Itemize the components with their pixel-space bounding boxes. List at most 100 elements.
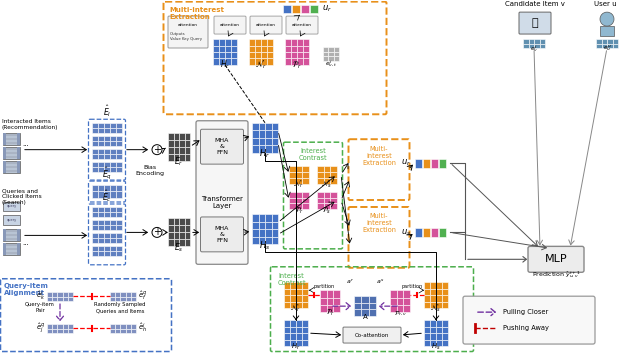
Bar: [52, 297, 58, 301]
Bar: [324, 166, 330, 172]
Bar: [436, 295, 442, 302]
Bar: [116, 128, 122, 133]
Bar: [92, 184, 98, 191]
Bar: [98, 246, 104, 251]
Bar: [3, 161, 20, 173]
Bar: [296, 282, 302, 289]
Text: Multi-
interest
Extraction: Multi- interest Extraction: [362, 146, 396, 166]
Bar: [120, 297, 125, 301]
Bar: [296, 178, 302, 184]
Bar: [3, 147, 20, 159]
Bar: [115, 292, 120, 297]
Bar: [436, 320, 442, 326]
Bar: [110, 292, 115, 297]
Bar: [252, 123, 259, 130]
Text: MHA
&
FFN: MHA & FFN: [215, 226, 229, 243]
Bar: [267, 52, 273, 58]
Text: $H_r$: $H_r$: [259, 148, 271, 160]
Bar: [110, 208, 116, 213]
Text: $\mathcal{P}_r$: $\mathcal{P}_r$: [292, 60, 302, 72]
Text: +: +: [153, 145, 161, 155]
Bar: [179, 154, 184, 161]
Bar: [297, 52, 303, 58]
Bar: [173, 225, 179, 232]
Text: +: +: [153, 227, 161, 237]
Text: $E_r$: $E_r$: [174, 156, 184, 168]
Bar: [125, 297, 131, 301]
Bar: [596, 39, 602, 43]
Bar: [104, 208, 110, 213]
Bar: [320, 290, 326, 298]
Text: MHA
&
FFN: MHA & FFN: [215, 138, 229, 155]
Bar: [98, 184, 104, 191]
Bar: [3, 133, 20, 145]
Bar: [333, 47, 339, 52]
Bar: [92, 167, 98, 172]
Text: Pushing Away: Pushing Away: [503, 325, 549, 331]
Bar: [131, 292, 136, 297]
Bar: [442, 340, 448, 346]
Bar: [430, 289, 436, 295]
Text: 🖥: 🖥: [532, 18, 538, 28]
Bar: [104, 251, 110, 256]
Bar: [430, 340, 436, 346]
Bar: [430, 302, 436, 308]
Bar: [323, 56, 328, 61]
Bar: [184, 225, 190, 232]
Bar: [430, 320, 436, 326]
Bar: [284, 289, 290, 295]
Bar: [523, 43, 529, 48]
Bar: [225, 52, 231, 58]
Bar: [98, 162, 104, 167]
Bar: [290, 282, 296, 289]
Bar: [52, 292, 58, 297]
Bar: [259, 123, 265, 130]
Bar: [116, 154, 122, 159]
Bar: [63, 329, 68, 333]
Bar: [252, 130, 259, 138]
Bar: [110, 128, 116, 133]
Bar: [323, 52, 328, 56]
Bar: [92, 128, 98, 133]
Bar: [289, 172, 296, 178]
Bar: [104, 184, 110, 191]
Bar: [296, 340, 302, 346]
Bar: [436, 340, 442, 346]
Bar: [403, 305, 410, 312]
Text: $\mathcal{N}_r$: $\mathcal{N}_r$: [294, 179, 305, 190]
Bar: [168, 219, 173, 225]
Bar: [317, 178, 324, 184]
Bar: [116, 136, 122, 141]
Bar: [612, 43, 618, 48]
Bar: [231, 46, 237, 52]
Bar: [296, 204, 302, 209]
Bar: [607, 39, 612, 43]
Bar: [442, 302, 448, 308]
Bar: [291, 58, 297, 65]
FancyBboxPatch shape: [463, 296, 595, 344]
Bar: [116, 251, 122, 256]
Bar: [271, 130, 278, 138]
Bar: [271, 222, 278, 229]
Bar: [110, 162, 116, 167]
Bar: [47, 324, 52, 329]
Bar: [184, 232, 190, 239]
Text: $\hat{E}_I$: $\hat{E}_I$: [103, 103, 111, 119]
Bar: [131, 324, 136, 329]
Bar: [317, 198, 324, 204]
Text: $\mathcal{P}_{r,v}$: $\mathcal{P}_{r,v}$: [394, 310, 406, 318]
Bar: [261, 46, 267, 52]
Bar: [110, 154, 116, 159]
Bar: [284, 340, 290, 346]
Circle shape: [600, 12, 614, 26]
Bar: [285, 39, 291, 46]
Bar: [302, 302, 308, 308]
Bar: [115, 297, 120, 301]
Bar: [173, 154, 179, 161]
Bar: [302, 295, 308, 302]
Bar: [330, 166, 337, 172]
Bar: [255, 39, 261, 46]
Bar: [249, 58, 255, 65]
Bar: [523, 39, 529, 43]
Text: attention: attention: [178, 23, 198, 27]
